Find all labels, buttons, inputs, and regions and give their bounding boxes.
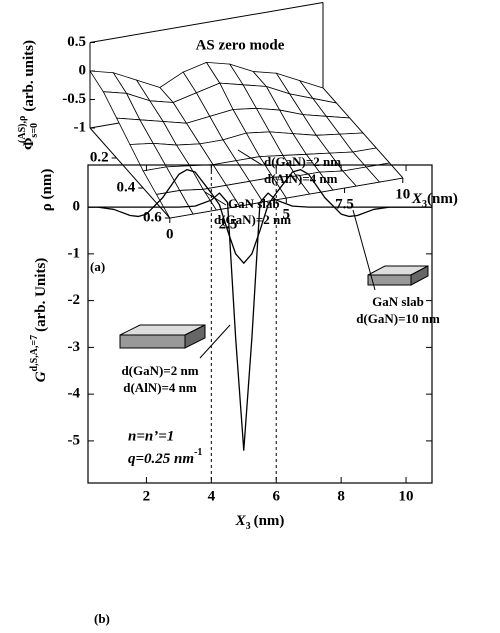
y-label-sup: d,S,A,=7 — [29, 335, 40, 372]
y-tick-label: 0.6 — [143, 209, 162, 225]
x-tick-label: 2.5 — [219, 216, 238, 232]
x-label-sub: 3 — [246, 521, 251, 532]
x-tick-label: 10 — [399, 488, 414, 504]
y-axis-label: Gd,S,A,=7 (arb. Units) — [29, 258, 49, 383]
annotation: q=0.25 nm-1 — [128, 447, 202, 467]
z-tick-label: -1 — [74, 119, 87, 135]
annotation: d(AlN)=4 nm — [123, 380, 197, 395]
x-tick-label: 5 — [283, 206, 291, 222]
data-line — [88, 192, 432, 451]
y-tick-label: 0.2 — [90, 149, 109, 165]
z-tick-label: -0.5 — [62, 91, 86, 107]
arrow — [199, 324, 231, 359]
x-tick-label: 6 — [272, 488, 280, 504]
z-label-sub: s=0 — [29, 123, 40, 138]
x-tick-label: 10 — [395, 186, 410, 202]
arrow — [237, 149, 263, 166]
x-label: X — [235, 513, 247, 529]
annotation: GaN slab — [372, 294, 424, 309]
annotation: d(AlN)=4 nm — [264, 171, 338, 186]
z-label-sup: (AS),ρ — [17, 116, 28, 143]
panel-label: (a) — [90, 259, 105, 274]
annotation-part: q=0.25 nm — [128, 451, 194, 467]
slab-icon — [367, 265, 429, 286]
annotation: GaN slab — [228, 196, 280, 211]
x-axis-label: X3(nm) — [235, 513, 285, 532]
y-label: G — [33, 371, 49, 382]
y-tick-label: -4 — [68, 386, 81, 402]
x-axis-label: X3(nm) — [411, 191, 458, 210]
y-label-units: (nm) — [39, 169, 55, 200]
slab-icon — [119, 324, 206, 349]
annotation-sup: -1 — [194, 447, 202, 458]
annotation: d(GaN)=10 nm — [356, 311, 440, 326]
y-label: ρ — [39, 203, 55, 211]
panel-a — [89, 2, 404, 223]
x-label-units: (nm) — [427, 191, 458, 207]
axis-line — [89, 127, 171, 219]
x-label-sub: 3 — [422, 199, 427, 210]
z-tick-label: 0 — [79, 62, 87, 78]
panel-b — [87, 164, 433, 484]
z-tick-label: 0.5 — [67, 34, 86, 50]
x-label: X — [411, 191, 423, 207]
y-tick-label: -5 — [68, 432, 81, 448]
x-tick-label: 8 — [337, 488, 345, 504]
x-label-units: (nm) — [254, 513, 285, 529]
annotation: d(GaN)=2 nm — [121, 363, 198, 378]
x-tick-label: 2 — [143, 488, 151, 504]
annotation: d(GaN)=2 nm — [264, 154, 341, 169]
y-tick-label: -3 — [68, 339, 81, 355]
z-label-units: (arb. units) — [21, 40, 37, 112]
annotation: d(GaN)=2 nm — [214, 212, 291, 227]
arrow — [352, 209, 376, 291]
x-tick-label: 4 — [208, 488, 216, 504]
panel-label: (b) — [94, 611, 110, 626]
y-label-units: (arb. Units) — [33, 258, 49, 332]
axis-line — [89, 2, 324, 43]
x-tick-label: 7.5 — [335, 196, 354, 212]
arrow — [204, 191, 227, 206]
y-axis-label: ρ (nm) — [39, 169, 55, 212]
y-tick-label: -1 — [68, 245, 81, 261]
annotation: n=n’=1 — [128, 428, 174, 444]
surface-title: AS zero mode — [196, 37, 285, 53]
data-line — [88, 169, 432, 264]
z-label: Φ — [21, 138, 37, 150]
y-tick-label: -2 — [68, 292, 81, 308]
plot-frame — [87, 164, 433, 484]
x-tick-label: 0 — [166, 226, 174, 242]
y-tick-label: 0 — [73, 199, 81, 215]
z-axis-label: Φs=0(AS),ρ (arb. units) — [17, 40, 40, 150]
y-tick-label: 0.4 — [116, 179, 135, 195]
